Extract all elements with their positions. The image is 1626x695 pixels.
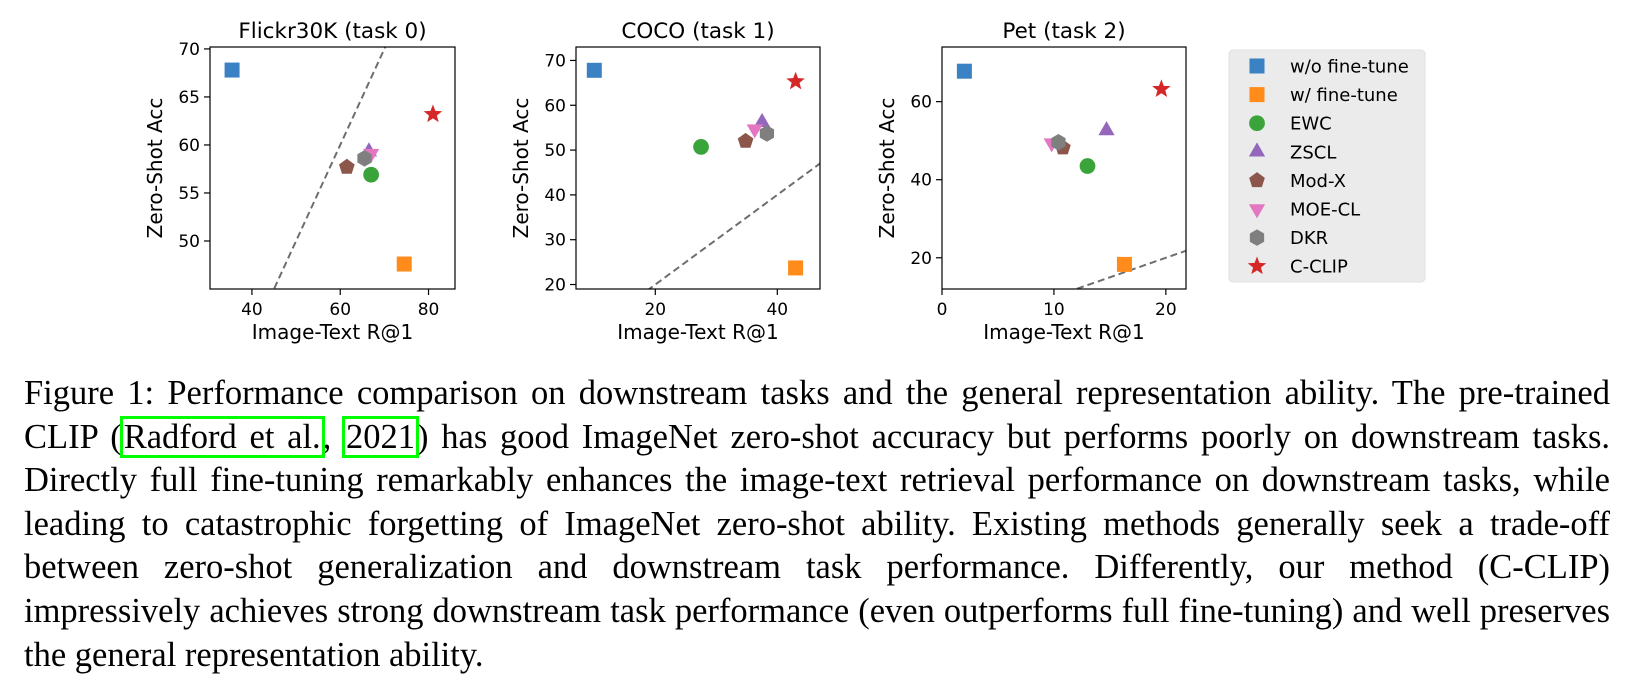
y-tick-label: 40: [910, 171, 932, 191]
point-c-clip: [786, 71, 805, 90]
chart-2: 0 10 20 20 40 60 Pet (task 2) Image-Text R@1 Zer…: [875, 19, 1187, 344]
point-moe-cl: [746, 124, 763, 139]
legend: w/o fine-tune w/ fine-tune EWC ZSCL Mod-X MOE…: [1228, 49, 1426, 283]
citation-year-link[interactable]: 2021: [342, 415, 420, 458]
caption-citation-separator: ,: [322, 417, 345, 456]
x-tick-label: 10: [1043, 300, 1065, 320]
point-ewc: [1079, 158, 1096, 174]
point-mod-x: [339, 158, 355, 174]
axes-frame: [575, 46, 821, 290]
y-tick-label: 55: [178, 184, 200, 204]
x-axis-label: Image-Text R@1: [983, 320, 1144, 344]
results-figure: 40 60 80 50 55 60 65 70 Flickr30K (task 0) Image-…: [143, 19, 1426, 344]
y-tick-label: 70: [178, 40, 200, 60]
chart-title: COCO (task 1): [621, 19, 774, 44]
point-dkr: [357, 150, 372, 167]
legend-marker-w-o-fine-tune: [1249, 58, 1265, 74]
y-tick-label: 60: [544, 96, 566, 116]
y-axis-label: Zero-Shot Acc: [875, 98, 899, 239]
x-tick-label: 40: [241, 300, 263, 320]
citation-author-link[interactable]: Radford et al.: [119, 415, 325, 458]
x-axis-label: Image-Text R@1: [252, 320, 413, 344]
x-tick-label: 0: [937, 300, 948, 320]
chart-title: Flickr30K (task 0): [238, 19, 426, 44]
x-tick-label: 20: [1155, 300, 1177, 320]
y-tick-label: 50: [178, 232, 200, 252]
point-w-fine-tune: [788, 260, 804, 276]
x-tick-label: 40: [766, 300, 788, 320]
chart-1: 20 40 20 30 40 50 60 70 COCO (task 1) Image-Text …: [509, 19, 821, 344]
legend-marker-moe-cl: [1248, 204, 1266, 219]
point-c-clip: [1152, 79, 1171, 98]
y-tick-label: 65: [178, 88, 200, 108]
legend-label-ewc: EWC: [1290, 114, 1332, 135]
legend-marker-w-fine-tune: [1249, 87, 1265, 103]
caption-text-end: ) has good ImageNet zero-shot accuracy b…: [24, 417, 1611, 674]
point-dkr: [1051, 133, 1066, 151]
diagonal-line: [647, 162, 820, 289]
y-axis-label: Zero-Shot Acc: [509, 98, 533, 239]
figure-caption: Figure 1: Performance comparison on down…: [24, 372, 1610, 677]
legend-label-dkr: DKR: [1290, 228, 1328, 249]
legend-marker-ewc: [1249, 115, 1265, 132]
x-tick-label: 60: [329, 300, 351, 320]
y-tick-label: 50: [544, 141, 566, 161]
point-w-o-fine-tune: [956, 63, 972, 79]
x-tick-label: 20: [644, 300, 666, 320]
y-axis-label: Zero-Shot Acc: [143, 98, 167, 239]
legend-label-zscl: ZSCL: [1290, 142, 1336, 163]
point-mod-x: [737, 132, 754, 148]
legend-marker-c-clip: [1247, 256, 1267, 275]
legend-label-mod-x: Mod-X: [1290, 171, 1346, 192]
point-c-clip: [423, 104, 443, 123]
y-tick-label: 70: [544, 51, 566, 71]
chart-title: Pet (task 2): [1002, 19, 1125, 44]
point-zscl: [753, 112, 771, 127]
diagonal-line: [1073, 249, 1186, 289]
point-w-fine-tune: [1116, 256, 1132, 272]
caption-text-start: Figure 1: Performance comparison on down…: [24, 374, 1610, 456]
y-tick-label: 30: [544, 231, 566, 251]
legend-label-w-fine-tune: w/ fine-tune: [1290, 85, 1398, 106]
point-w-fine-tune: [396, 256, 412, 272]
y-tick-label: 20: [544, 276, 566, 296]
legend-marker-dkr: [1249, 229, 1265, 246]
legend-box: [1228, 49, 1426, 283]
point-w-o-fine-tune: [224, 62, 240, 78]
y-tick-label: 40: [544, 186, 566, 206]
y-tick-label: 60: [178, 136, 200, 156]
point-zscl: [1098, 121, 1115, 136]
y-tick-label: 60: [910, 93, 932, 113]
point-dkr: [759, 125, 775, 142]
y-tick-label: 20: [910, 249, 932, 269]
legend-marker-zscl: [1248, 142, 1266, 157]
point-w-o-fine-tune: [586, 62, 602, 78]
axes-frame: [941, 46, 1187, 290]
x-axis-label: Image-Text R@1: [617, 320, 778, 344]
point-ewc: [363, 166, 380, 183]
legend-marker-mod-x: [1249, 172, 1265, 188]
axes-frame: [209, 46, 456, 290]
legend-label-moe-cl: MOE-CL: [1290, 200, 1360, 221]
point-ewc: [693, 139, 709, 155]
legend-label-w-o-fine-tune: w/o fine-tune: [1290, 57, 1409, 78]
x-tick-label: 80: [418, 300, 440, 320]
legend-label-c-clip: C-CLIP: [1290, 257, 1348, 278]
chart-0: 40 60 80 50 55 60 65 70 Flickr30K (task 0) Image-…: [143, 19, 456, 344]
